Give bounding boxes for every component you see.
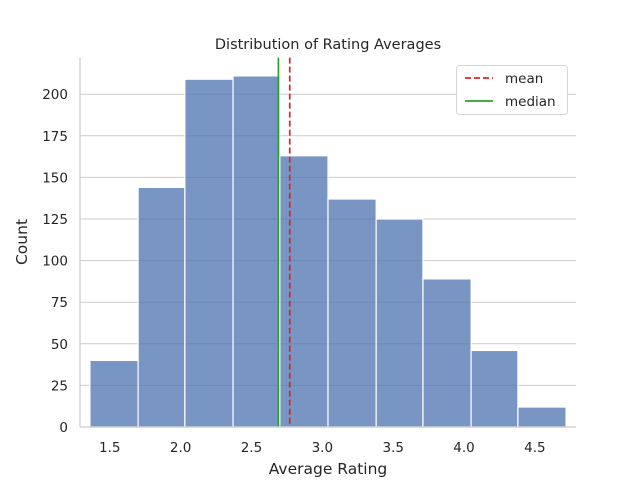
legend-mean-label: mean [505, 71, 543, 87]
histogram-bar [89, 359, 139, 428]
y-tick-label: 125 [42, 212, 68, 228]
x-tick-label: 2.0 [170, 440, 191, 456]
y-tick-labels: 0 25 50 75 100 125 150 175 200 [42, 87, 68, 436]
x-tick-label: 4.5 [524, 440, 545, 456]
y-tick-label: 100 [42, 254, 68, 270]
x-tick-label: 3.0 [312, 440, 333, 456]
y-tick-label: 200 [42, 87, 68, 103]
histogram-bar [470, 349, 519, 428]
histogram-bar [327, 198, 377, 428]
histogram-bars [89, 75, 567, 428]
histogram-bar [184, 78, 234, 428]
x-axis-label: Average Rating [269, 460, 388, 478]
legend-median-label: median [505, 94, 556, 110]
legend: mean median [456, 65, 568, 115]
histogram-bar [279, 155, 329, 428]
histogram-bar [232, 75, 281, 428]
y-tick-label: 75 [51, 295, 68, 311]
x-tick-label: 4.0 [453, 440, 474, 456]
y-tick-label: 0 [59, 420, 68, 436]
y-tick-label: 150 [42, 170, 68, 186]
histogram-bar [422, 278, 472, 428]
chart-title: Distribution of Rating Averages [215, 37, 441, 53]
x-tick-label: 1.5 [99, 440, 120, 456]
y-axis-label: Count [13, 219, 31, 265]
y-tick-label: 50 [51, 337, 68, 353]
histogram-bar [375, 218, 424, 428]
x-tick-labels: 1.5 2.0 2.5 3.0 3.5 4.0 4.5 [99, 440, 546, 456]
y-tick-label: 25 [51, 378, 68, 394]
histogram-bar [517, 406, 567, 428]
reference-lines [277, 57, 291, 427]
y-tick-label: 175 [42, 129, 68, 145]
x-tick-label: 3.5 [382, 440, 403, 456]
x-tick-label: 2.5 [241, 440, 262, 456]
histogram-bar [137, 186, 186, 428]
